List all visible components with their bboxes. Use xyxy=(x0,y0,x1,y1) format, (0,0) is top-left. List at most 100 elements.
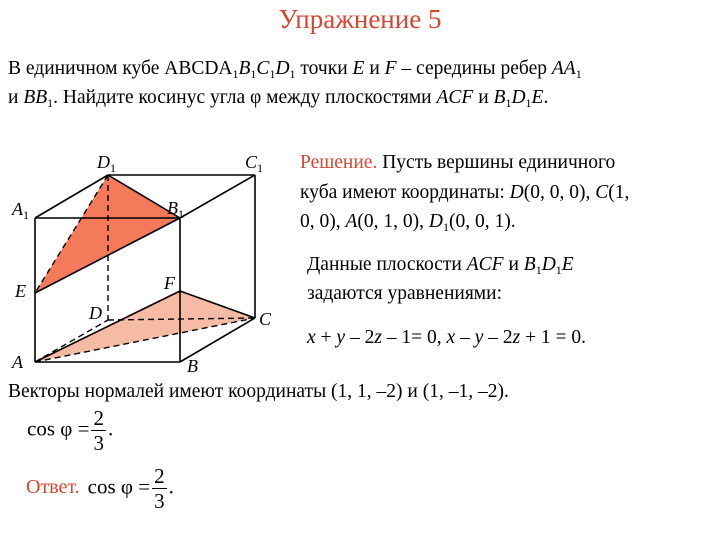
text-segment: и xyxy=(364,58,385,79)
solution-line-1: Решение. Пусть вершины единичного xyxy=(300,152,615,174)
subscript: 1 xyxy=(443,220,450,234)
text-segment: D xyxy=(541,254,556,275)
text-segment: x xyxy=(307,327,316,348)
period: . xyxy=(168,474,174,499)
answer-numerator: 2 xyxy=(152,464,167,489)
text-segment: – 1= 0, xyxy=(381,327,447,348)
text-segment: и xyxy=(473,87,494,108)
label-f: F xyxy=(163,273,176,293)
label-b: B xyxy=(187,356,198,376)
text-segment: – 2 xyxy=(483,327,513,348)
solution-line-4: Данные плоскости ACF и B1D1E xyxy=(307,254,574,276)
plane-equations: x + y – 2z – 1= 0, x – y – 2z + 1 = 0. xyxy=(307,327,586,349)
text-segment: B xyxy=(238,58,251,79)
text-segment: D xyxy=(509,182,524,203)
numerator: 2 xyxy=(91,406,106,431)
text-segment: ACF xyxy=(466,254,504,275)
text-segment: (0, 0, 1). xyxy=(449,211,516,232)
text-segment: B xyxy=(523,254,536,275)
subscript: 1 xyxy=(250,67,257,81)
subscript: 1 xyxy=(289,67,296,81)
text-segment: y xyxy=(336,327,346,348)
text-segment: + 1 = 0. xyxy=(520,327,587,348)
text-segment: задаются уравнениями: xyxy=(307,283,502,304)
subscript: 1 xyxy=(232,67,239,81)
text-segment: Векторы нормалей имеют координаты (1, 1,… xyxy=(8,381,509,402)
answer-lhs: cos φ = xyxy=(87,474,151,499)
text-segment: y xyxy=(474,327,484,348)
text-segment: D xyxy=(428,211,444,232)
text-segment: – середины ребер xyxy=(396,58,552,79)
label-a1: A1 xyxy=(11,199,29,222)
text-segment: Данные плоскости xyxy=(307,254,467,275)
text-segment: . xyxy=(543,87,549,108)
text-segment: куба имеют координаты: xyxy=(300,182,510,203)
text-segment: ACF xyxy=(436,87,474,108)
page-title: Упражнение 5 xyxy=(278,4,442,34)
text-segment: (0, 1, 0), xyxy=(357,211,429,232)
answer: Ответ. cos φ = 2 3. xyxy=(26,464,174,513)
text-segment: . Найдите косинус угла φ между плоскостя… xyxy=(53,87,437,108)
hidden-edges xyxy=(34,174,256,363)
answer-label: Ответ. xyxy=(26,476,80,499)
text-segment: BB xyxy=(23,87,48,108)
text-segment: x xyxy=(446,327,456,348)
text-segment: C xyxy=(256,58,270,79)
text-segment: E xyxy=(352,58,365,79)
label-e: E xyxy=(14,281,26,301)
text-segment: В единичном кубе xyxy=(8,58,165,79)
text-segment: – xyxy=(455,327,475,348)
text-segment: (0, 0, 0), xyxy=(523,182,596,203)
solution-line-3: 0, 0), A(0, 1, 0), D1(0, 0, 1). xyxy=(300,211,516,233)
text-segment: и xyxy=(8,87,24,108)
formula-lhs: cos φ = xyxy=(27,416,90,441)
problem-line-1: В единичном кубе ABCDA1B1C1D1 точки E и … xyxy=(8,58,582,80)
cos-formula: cos φ = 2 3. xyxy=(27,406,113,455)
vertex-labels: D1 C1 A1 B1 E F D C A B xyxy=(11,152,272,376)
text-segment: D xyxy=(275,58,290,79)
subscript: 1 xyxy=(505,96,512,110)
text-segment: AA xyxy=(551,58,576,79)
text-segment: z xyxy=(374,327,382,348)
text-segment: E xyxy=(561,254,574,275)
section-b1d1e xyxy=(35,175,180,293)
label-c1: C1 xyxy=(245,152,263,175)
subscript: 1 xyxy=(555,263,562,277)
cube-figure: D1 C1 A1 B1 E F D C A B xyxy=(11,152,272,376)
text-segment: z xyxy=(512,327,521,348)
subscript: 1 xyxy=(47,96,54,110)
text-segment: Пусть вершины единичного xyxy=(377,152,616,173)
text-segment: C xyxy=(595,182,609,203)
subscript: 1 xyxy=(525,96,532,110)
text-segment: ABCDA xyxy=(164,58,233,79)
text-segment: + xyxy=(315,327,337,348)
label-c: C xyxy=(259,309,272,329)
label-d1: D1 xyxy=(96,152,116,175)
text-segment: E xyxy=(531,87,544,108)
subscript: 1 xyxy=(575,67,582,81)
denominator: 3 xyxy=(93,431,104,455)
text-segment: и xyxy=(503,254,524,275)
label-a: A xyxy=(11,352,24,372)
label-b1: B1 xyxy=(167,198,184,221)
text-segment: B xyxy=(493,87,506,108)
text-segment: (1, xyxy=(608,182,630,203)
subscript: 1 xyxy=(535,263,542,277)
subscript: 1 xyxy=(269,67,276,81)
text-segment: – 2 xyxy=(345,327,375,348)
text-segment: D xyxy=(511,87,526,108)
text-segment: A xyxy=(345,211,358,232)
problem-line-2: и BB1. Найдите косинус угла φ между плос… xyxy=(8,87,548,109)
solution-line-5: задаются уравнениями: xyxy=(307,283,502,305)
answer-denominator: 3 xyxy=(154,489,165,513)
text-segment: F xyxy=(384,58,397,79)
solution-line-2: куба имеют координаты: D(0, 0, 0), C(1, xyxy=(300,182,629,204)
text-segment: 0, 0), xyxy=(300,211,346,232)
normal-vectors: Векторы нормалей имеют координаты (1, 1,… xyxy=(8,381,509,403)
label-d: D xyxy=(88,303,102,323)
text-segment: Решение. xyxy=(300,152,378,173)
period: . xyxy=(107,416,114,441)
section-acf xyxy=(35,291,255,362)
